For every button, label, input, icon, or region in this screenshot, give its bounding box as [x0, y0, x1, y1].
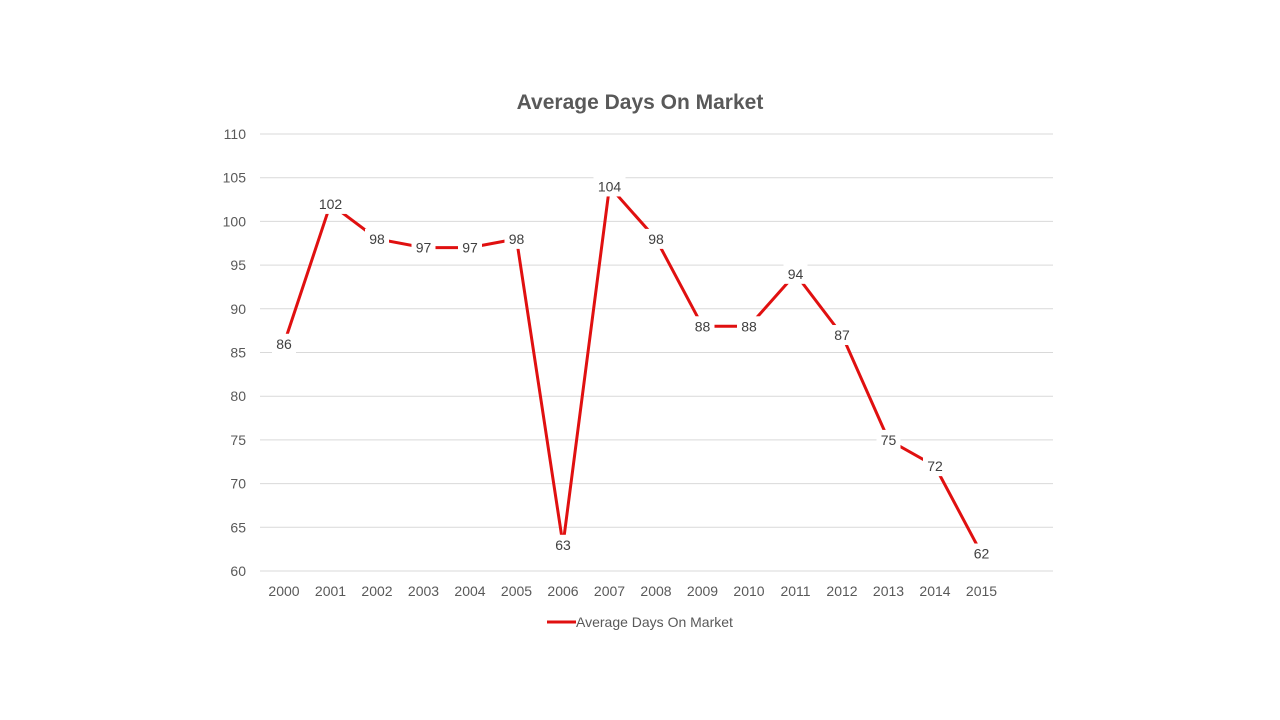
y-tick-label: 90: [230, 301, 246, 317]
legend-label: Average Days On Market: [576, 614, 733, 630]
data-label-background: [690, 316, 715, 337]
data-label-text: 104: [598, 178, 622, 194]
data-label-background: [272, 333, 296, 354]
x-tick-label: 2013: [873, 583, 904, 599]
x-tick-label: 2015: [966, 583, 997, 599]
data-label: 98: [365, 228, 389, 249]
data-label-text: 98: [369, 231, 385, 247]
data-label-background: [593, 176, 626, 197]
y-tick-label: 70: [230, 476, 246, 492]
data-label: 88: [690, 316, 715, 337]
data-label: 62: [969, 543, 994, 564]
data-label-text: 98: [648, 231, 664, 247]
x-tick-label: 2003: [408, 583, 439, 599]
data-label: 63: [551, 534, 575, 555]
data-label: 86: [272, 333, 296, 354]
x-tick-label: 2002: [361, 583, 392, 599]
data-label-background: [314, 193, 347, 214]
y-tick-label: 80: [230, 388, 246, 404]
x-tick-label: 2014: [919, 583, 950, 599]
data-label-text: 97: [462, 240, 478, 256]
data-label-text: 86: [276, 336, 292, 352]
data-label: 98: [644, 228, 668, 249]
data-label: 94: [783, 263, 808, 284]
data-label-background: [504, 228, 529, 249]
y-tick-label: 105: [223, 170, 247, 186]
gridlines: [260, 133, 1053, 572]
data-label-text: 88: [695, 318, 711, 334]
data-label: 88: [737, 316, 761, 337]
x-tick-label: 2009: [687, 583, 718, 599]
data-label-background: [923, 456, 947, 477]
data-label-text: 98: [509, 231, 525, 247]
x-tick-label: 2006: [547, 583, 578, 599]
data-label-background: [876, 429, 901, 450]
data-label: 104: [593, 176, 626, 197]
data-label-text: 75: [881, 432, 897, 448]
y-axis-tick-labels: 60 65 70 75 80 85 90 95 100 105 110: [223, 126, 247, 579]
data-label-background: [830, 325, 854, 346]
y-tick-label: 110: [224, 126, 247, 142]
data-label-background: [551, 534, 575, 555]
y-tick-label: 100: [223, 213, 247, 229]
data-label-text: 63: [555, 537, 571, 553]
data-labels: 86 102 98 97 97 98 63 104 98 88 88 94 87 75 72 62: [272, 176, 994, 564]
y-tick-label: 65: [230, 519, 246, 535]
data-label: 102: [314, 193, 347, 214]
y-tick-label: 95: [230, 257, 246, 273]
y-tick-label: 60: [230, 563, 246, 579]
x-tick-label: 2008: [640, 583, 671, 599]
x-tick-label: 2012: [826, 583, 857, 599]
data-label-background: [411, 237, 436, 258]
data-label-text: 62: [974, 546, 990, 562]
x-tick-label: 2007: [594, 583, 625, 599]
data-label-background: [969, 543, 994, 564]
data-label-text: 97: [416, 240, 432, 256]
x-axis-tick-labels: 2000 2001 2002 2003 2004 2005 2006 2007 2008 2009…: [268, 583, 997, 599]
x-tick-label: 2001: [315, 583, 346, 599]
x-tick-label: 2000: [268, 583, 299, 599]
data-label: 98: [504, 228, 529, 249]
data-label-text: 72: [927, 458, 943, 474]
x-tick-label: 2004: [454, 583, 485, 599]
data-label-text: 102: [319, 196, 343, 212]
data-label-text: 87: [834, 327, 850, 343]
data-label: 97: [458, 237, 482, 258]
data-label-text: 88: [741, 318, 757, 334]
legend-entry: Average Days On Market: [547, 614, 733, 630]
series-lines: [282, 182, 983, 555]
y-tick-label: 75: [230, 432, 246, 448]
x-tick-label: 2005: [501, 583, 532, 599]
x-tick-label: 2011: [780, 583, 810, 599]
data-label-background: [365, 228, 389, 249]
chart-title: Average Days On Market: [517, 91, 764, 114]
data-label: 75: [876, 429, 901, 450]
y-tick-label: 85: [230, 345, 246, 361]
series-line: [282, 182, 983, 555]
data-label-background: [644, 228, 668, 249]
legend: Average Days On Market: [547, 614, 733, 630]
data-label-text: 94: [788, 266, 804, 282]
data-label-background: [783, 263, 808, 284]
data-label: 97: [411, 237, 436, 258]
data-label: 72: [923, 456, 947, 477]
data-label: 87: [830, 325, 854, 346]
data-label-background: [458, 237, 482, 258]
data-label-background: [737, 316, 761, 337]
x-tick-label: 2010: [733, 583, 764, 599]
